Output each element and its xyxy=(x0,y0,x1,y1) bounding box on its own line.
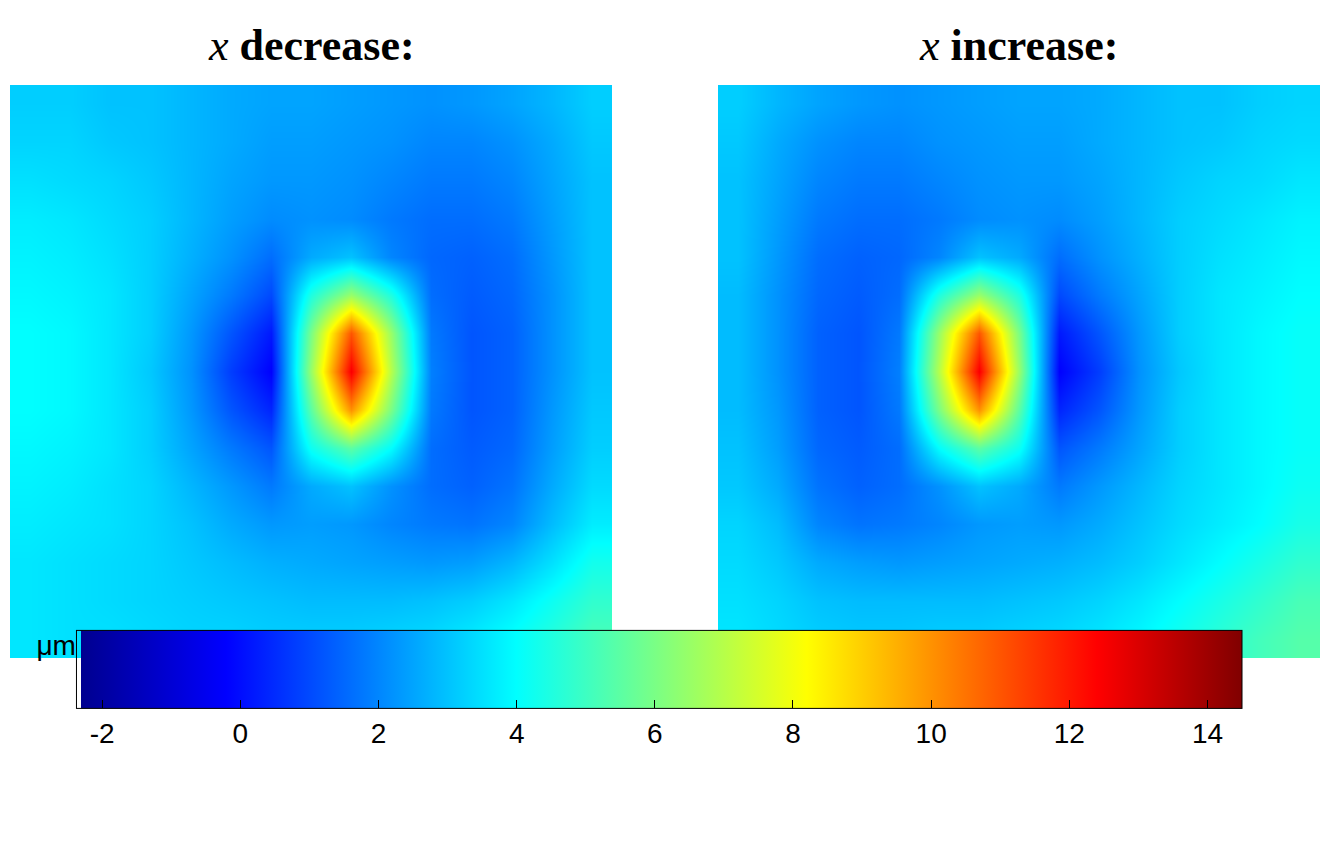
svg-text:4: 4 xyxy=(509,718,525,749)
svg-text:x increase:: x increase: xyxy=(919,21,1118,70)
svg-text:12: 12 xyxy=(1054,718,1085,749)
svg-text:μm: μm xyxy=(36,630,75,661)
svg-text:-2: -2 xyxy=(90,718,115,749)
svg-text:10: 10 xyxy=(916,718,947,749)
svg-text:2: 2 xyxy=(371,718,387,749)
svg-text:8: 8 xyxy=(785,718,801,749)
svg-text:6: 6 xyxy=(647,718,663,749)
svg-text:0: 0 xyxy=(233,718,249,749)
svg-text:x decrease:: x decrease: xyxy=(208,21,415,70)
svg-text:14: 14 xyxy=(1192,718,1223,749)
